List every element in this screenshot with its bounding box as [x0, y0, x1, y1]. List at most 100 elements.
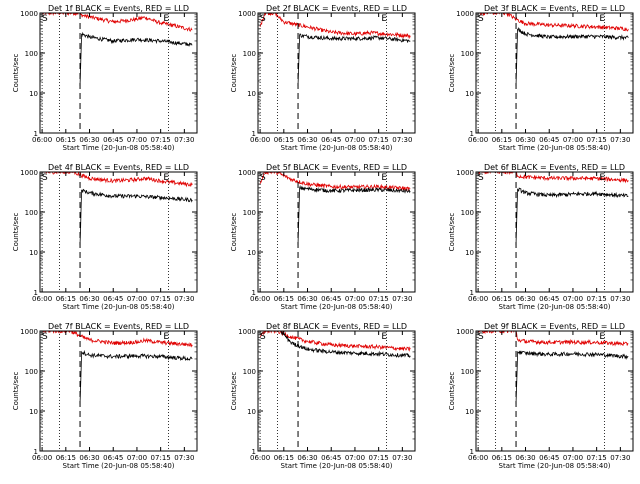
plot-area: [42, 331, 193, 405]
x-tick-label: 06:45: [321, 295, 341, 303]
y-tick-label: 1000: [238, 328, 256, 336]
y-tick-label: 1000: [238, 169, 256, 177]
series-line-events: [297, 33, 411, 87]
x-tick-label: 06:30: [515, 136, 535, 144]
series-line-events: [297, 184, 411, 246]
start-marker-label: S: [478, 332, 484, 342]
plot-frame: [39, 12, 198, 134]
plot-area: [259, 13, 411, 87]
plot-frame: [475, 171, 634, 293]
plot-frame: [39, 171, 198, 293]
series-line-events: [515, 350, 629, 405]
x-tick-label: 06:30: [297, 136, 317, 144]
y-axis-label: Counts/sec: [12, 213, 20, 252]
x-tick-label: 07:00: [345, 136, 365, 144]
start-marker-label: S: [260, 14, 266, 24]
panel-2: S E 1 10 100 1000 06:00 06:15 06:30 06:45 07:00 07:…: [230, 4, 416, 152]
x-tick-label: 07:30: [610, 454, 630, 462]
x-tick-label: 06:30: [515, 295, 535, 303]
x-tick-label: 06:15: [56, 454, 76, 462]
series-line-lld: [478, 172, 629, 184]
x-axis-label: Start Time (20-Jun-08 05:58:40): [63, 303, 175, 311]
y-tick-label: 100: [243, 209, 256, 217]
x-tick-label: 07:00: [127, 454, 147, 462]
panel-title: Det 8f BLACK = Events, RED = LLD: [266, 322, 407, 331]
y-tick-label: 100: [461, 209, 474, 217]
x-tick-label: 06:00: [468, 136, 488, 144]
x-tick-label: 07:30: [174, 454, 194, 462]
panel-9: S E 1 10 100 1000 06:00 06:15 06:30 06:45 07:00 07:…: [448, 322, 634, 470]
panel-8: S E 1 10 100 1000 06:00 06:15 06:30 06:45 07:00 07:…: [230, 322, 416, 470]
y-tick-label: 10: [247, 408, 256, 416]
x-tick-label: 06:15: [56, 295, 76, 303]
end-marker-label: E: [381, 173, 387, 183]
x-tick-label: 07:15: [369, 136, 389, 144]
start-marker-label: S: [42, 14, 48, 24]
series-line-events: [79, 31, 193, 87]
y-axis-label: Counts/sec: [230, 213, 238, 252]
end-marker-label: E: [163, 332, 169, 342]
x-tick-label: 06:00: [468, 295, 488, 303]
x-tick-label: 06:00: [250, 454, 270, 462]
end-marker-label: E: [599, 173, 605, 183]
y-tick-label: 100: [25, 368, 38, 376]
y-axis-label: Counts/sec: [448, 213, 456, 252]
end-marker-label: E: [381, 332, 387, 342]
plot-frame: [475, 330, 634, 452]
y-tick-label: 100: [461, 368, 474, 376]
x-tick-label: 06:30: [297, 295, 317, 303]
plot-frame: [257, 12, 416, 134]
plot-area: [42, 172, 193, 246]
x-tick-label: 07:15: [369, 295, 389, 303]
x-tick-label: 06:30: [297, 454, 317, 462]
x-tick-label: 07:00: [563, 295, 583, 303]
y-axis-label: Counts/sec: [12, 372, 20, 411]
end-marker-label: E: [163, 173, 169, 183]
x-tick-label: 07:00: [345, 454, 365, 462]
x-tick-label: 06:00: [32, 295, 52, 303]
panel-title: Det 2f BLACK = Events, RED = LLD: [266, 4, 407, 13]
x-tick-label: 07:30: [392, 136, 412, 144]
series-line-lld: [42, 331, 193, 348]
x-tick-label: 06:45: [103, 136, 123, 144]
x-tick-label: 06:30: [515, 454, 535, 462]
series-line-events: [79, 188, 193, 246]
y-tick-label: 10: [247, 90, 256, 98]
y-tick-label: 10: [465, 408, 474, 416]
series-line-events: [515, 27, 629, 87]
y-tick-label: 100: [461, 50, 474, 58]
series-line-events: [280, 331, 411, 358]
plot-area: [42, 13, 193, 87]
x-tick-label: 06:30: [79, 136, 99, 144]
x-tick-label: 06:15: [492, 136, 512, 144]
x-tick-label: 07:30: [392, 295, 412, 303]
y-tick-label: 10: [465, 249, 474, 257]
series-line-lld: [259, 172, 411, 192]
plot-area: [259, 331, 411, 358]
end-marker-label: E: [163, 14, 169, 24]
y-axis-label: Counts/sec: [448, 54, 456, 93]
panel-6: S E 1 10 100 1000 06:00 06:15 06:30 06:45 07:00 07:…: [448, 163, 634, 311]
end-marker-label: E: [381, 14, 387, 24]
y-tick-label: 1: [252, 289, 256, 297]
y-tick-label: 1: [252, 130, 256, 138]
x-tick-label: 07:15: [151, 295, 171, 303]
panel-title: Det 1f BLACK = Events, RED = LLD: [48, 4, 189, 13]
x-tick-label: 06:30: [79, 454, 99, 462]
x-tick-label: 07:15: [151, 136, 171, 144]
x-tick-label: 07:30: [174, 136, 194, 144]
y-tick-label: 1: [34, 448, 38, 456]
x-tick-label: 07:00: [563, 136, 583, 144]
y-tick-label: 1000: [20, 10, 38, 18]
y-axis-label: Counts/sec: [12, 54, 20, 93]
x-axis-label: Start Time (20-Jun-08 05:58:40): [281, 462, 393, 470]
panel-4: S E 1 10 100 1000 06:00 06:15 06:30 06:45 07:00 07:…: [12, 163, 198, 311]
x-tick-label: 06:15: [492, 295, 512, 303]
x-tick-label: 06:00: [468, 454, 488, 462]
x-tick-label: 06:15: [274, 136, 294, 144]
x-tick-label: 06:15: [274, 295, 294, 303]
y-tick-label: 1: [34, 130, 38, 138]
plot-area: [478, 13, 629, 87]
panel-1: S E 1 10 100 1000 06:00 06:15 06:30 06:45 07:00 07:…: [12, 4, 198, 152]
